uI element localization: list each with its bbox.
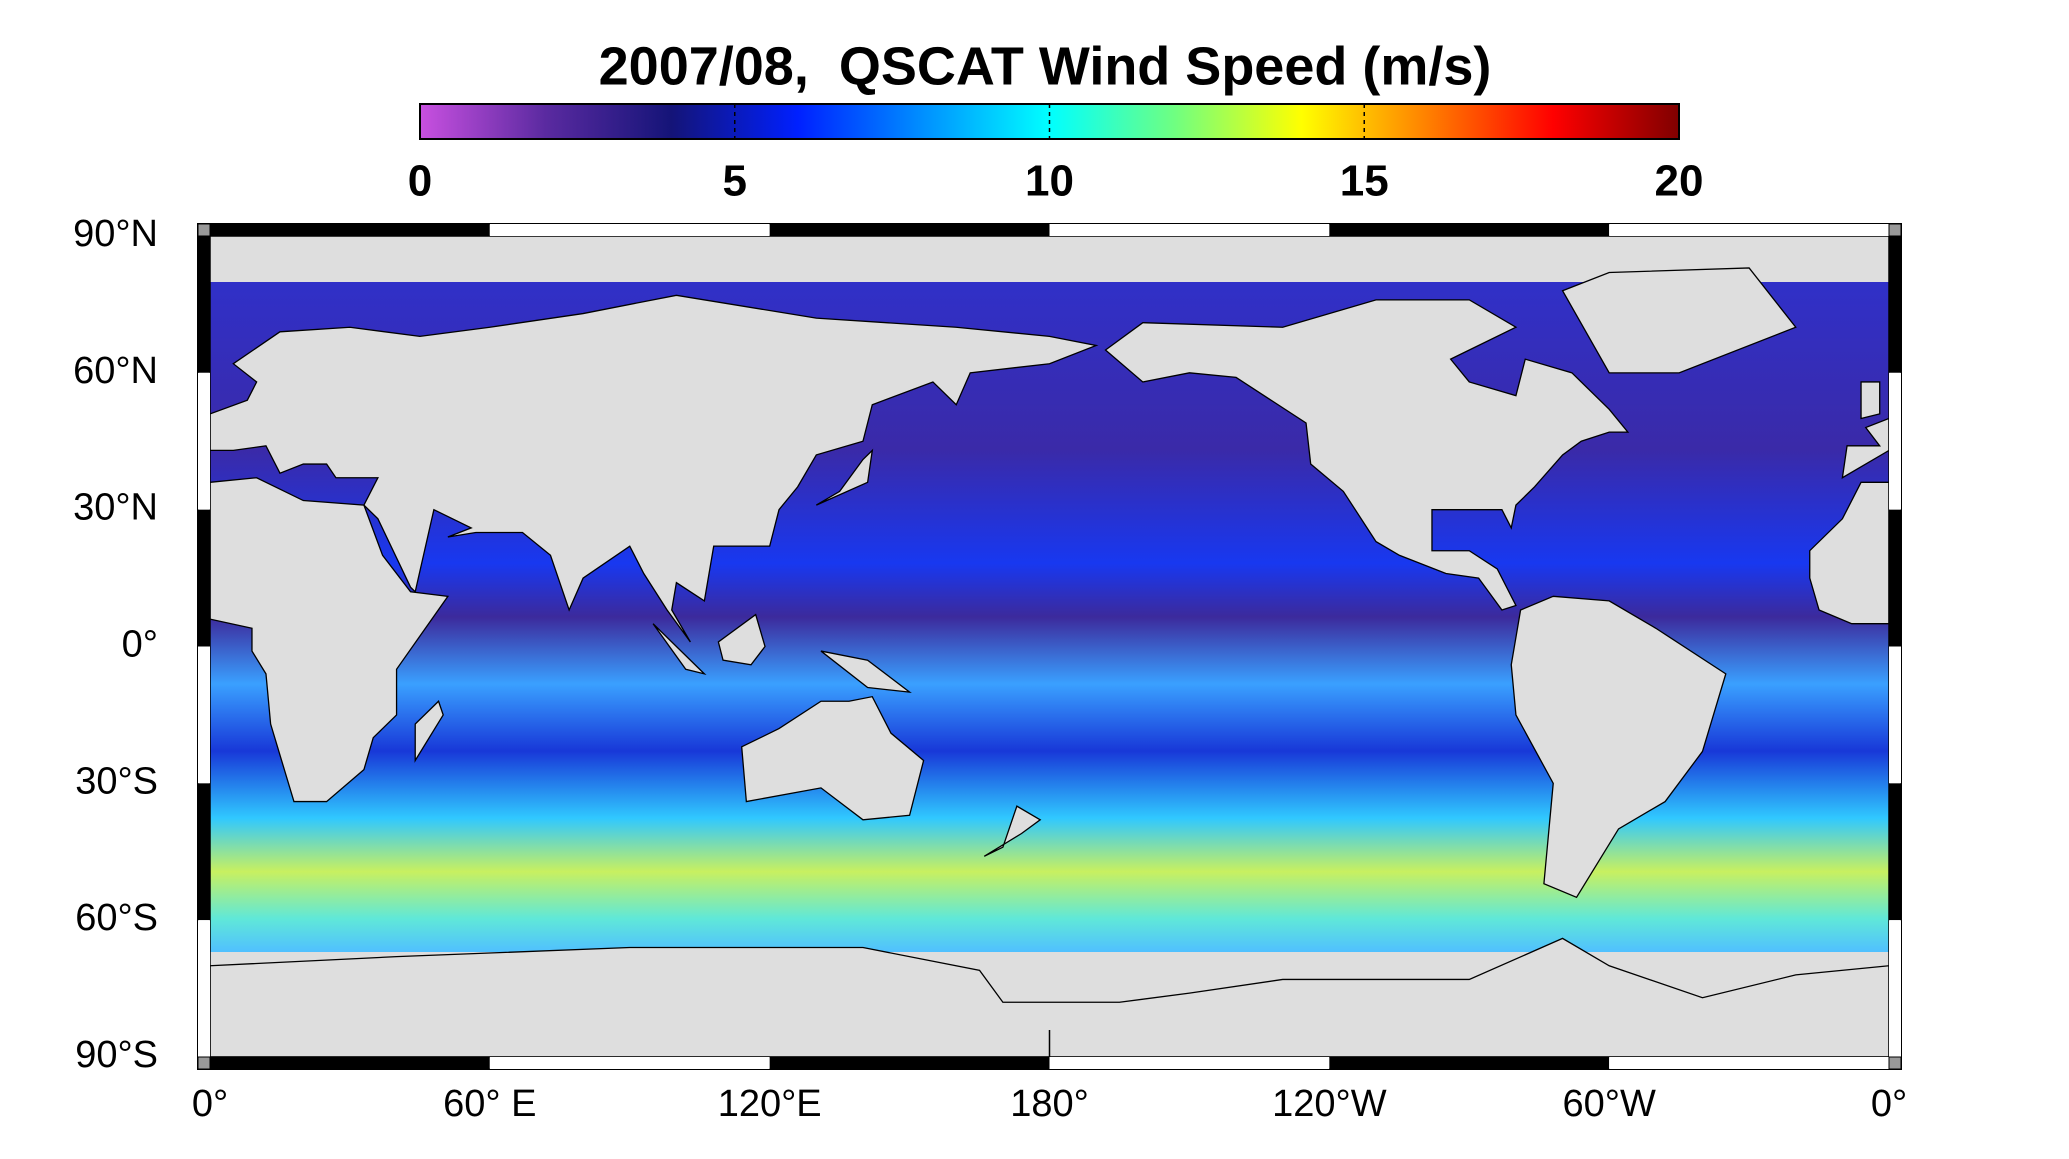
x-tick-band	[210, 224, 490, 236]
colorbar-tick-label: 20	[1655, 157, 1704, 206]
y-tick-band	[198, 372, 210, 510]
x-tick-label: 0°	[1871, 1083, 1907, 1125]
y-tick-band	[1889, 920, 1901, 1057]
y-tick-band	[198, 920, 210, 1057]
colorbar-tick-label: 15	[1340, 157, 1389, 206]
colorbar-tick-label: 5	[723, 157, 747, 206]
y-tick-band	[198, 236, 210, 373]
y-tick-band	[1889, 372, 1901, 510]
x-tick-label: 120°W	[1272, 1083, 1387, 1125]
y-tick-band	[1889, 783, 1901, 921]
x-tick-band	[1609, 1057, 1889, 1069]
frame-corner	[1888, 223, 1902, 237]
x-tick-band	[1329, 1057, 1610, 1069]
y-tick-band	[1889, 509, 1901, 647]
x-tick-band	[489, 224, 770, 236]
y-tick-label: 30°N	[73, 487, 158, 529]
frame-corner	[197, 223, 211, 237]
y-tick-label: 60°S	[75, 897, 158, 939]
y-tick-label: 60°N	[73, 350, 158, 392]
x-tick-band	[769, 1057, 1050, 1069]
frame-corner	[197, 1056, 211, 1070]
x-tick-label: 60° E	[443, 1083, 536, 1125]
map-area	[210, 268, 1889, 1057]
x-tick-band	[210, 1057, 490, 1069]
frame-corner	[1888, 1056, 1902, 1070]
y-tick-band	[198, 509, 210, 647]
y-tick-label: 30°S	[75, 760, 158, 802]
colorbar-tick-label: 0	[408, 157, 432, 206]
land	[210, 268, 1889, 1057]
y-tick-band	[1889, 236, 1901, 373]
x-tick-band	[1049, 1057, 1330, 1069]
colorbar-tick-label: 10	[1025, 157, 1074, 206]
x-tick-band	[1609, 224, 1889, 236]
x-tick-label: 120°E	[718, 1083, 822, 1125]
y-tick-label: 0°	[122, 624, 158, 666]
y-tick-band	[198, 646, 210, 784]
x-tick-band	[1329, 224, 1610, 236]
y-tick-label: 90°S	[75, 1034, 158, 1076]
x-tick-label: 180°	[1010, 1083, 1089, 1125]
y-tick-label: 90°N	[73, 213, 158, 255]
x-tick-label: 0°	[192, 1083, 228, 1125]
x-tick-band	[489, 1057, 770, 1069]
y-tick-band	[1889, 646, 1901, 784]
x-tick-label: 60°W	[1562, 1083, 1655, 1125]
axes: 0 5 10 15 20 0° 60° E 120°E 180° 120°W 60°W 0° 90°N 6…	[73, 104, 1907, 1125]
x-tick-band	[769, 224, 1050, 236]
x-tick-band	[1049, 224, 1330, 236]
y-tick-band	[198, 783, 210, 921]
chart-title: 2007/08, QSCAT Wind Speed (m/s)	[599, 36, 1492, 96]
